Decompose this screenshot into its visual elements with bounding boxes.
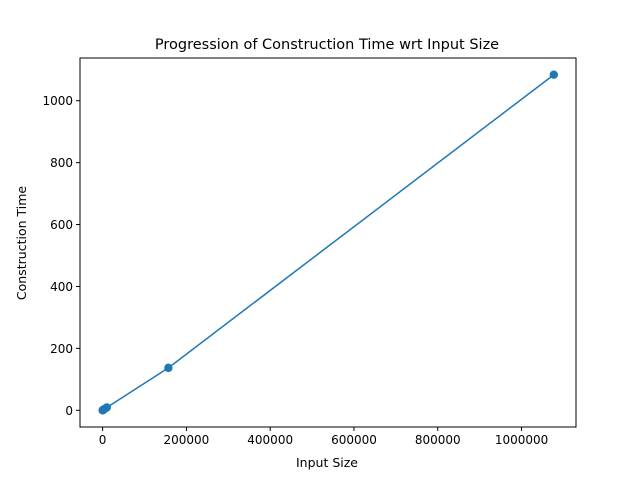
plot-frame — [79, 57, 577, 428]
y-tick-label: 600 — [50, 218, 73, 232]
x-axis-ticks: 0 200000 400000 600000 800000 1000000 — [99, 427, 548, 447]
y-tick-label: 200 — [50, 342, 73, 356]
chart-title: Progression of Construction Time wrt Inp… — [155, 37, 499, 53]
y-tick-label: 800 — [50, 156, 73, 170]
x-tick-label: 400000 — [247, 433, 293, 447]
x-tick-label: 600000 — [331, 433, 377, 447]
x-tick-label: 0 — [99, 433, 107, 447]
x-axis-label: Input Size — [296, 455, 358, 470]
y-axis-ticks: 0 200 400 600 800 1000 — [42, 94, 80, 418]
x-tick-label: 200000 — [163, 433, 209, 447]
data-point — [102, 403, 112, 412]
y-tick-label: 400 — [50, 280, 73, 294]
x-tick-label: 1000000 — [495, 433, 548, 447]
data-point — [164, 363, 173, 373]
x-tick-label: 800000 — [415, 433, 461, 447]
y-tick-label: 1000 — [42, 94, 73, 108]
data-point — [549, 70, 558, 79]
y-axis-label: Construction Time — [14, 186, 29, 300]
plot-layer — [98, 70, 558, 415]
y-tick-label: 0 — [65, 404, 73, 418]
